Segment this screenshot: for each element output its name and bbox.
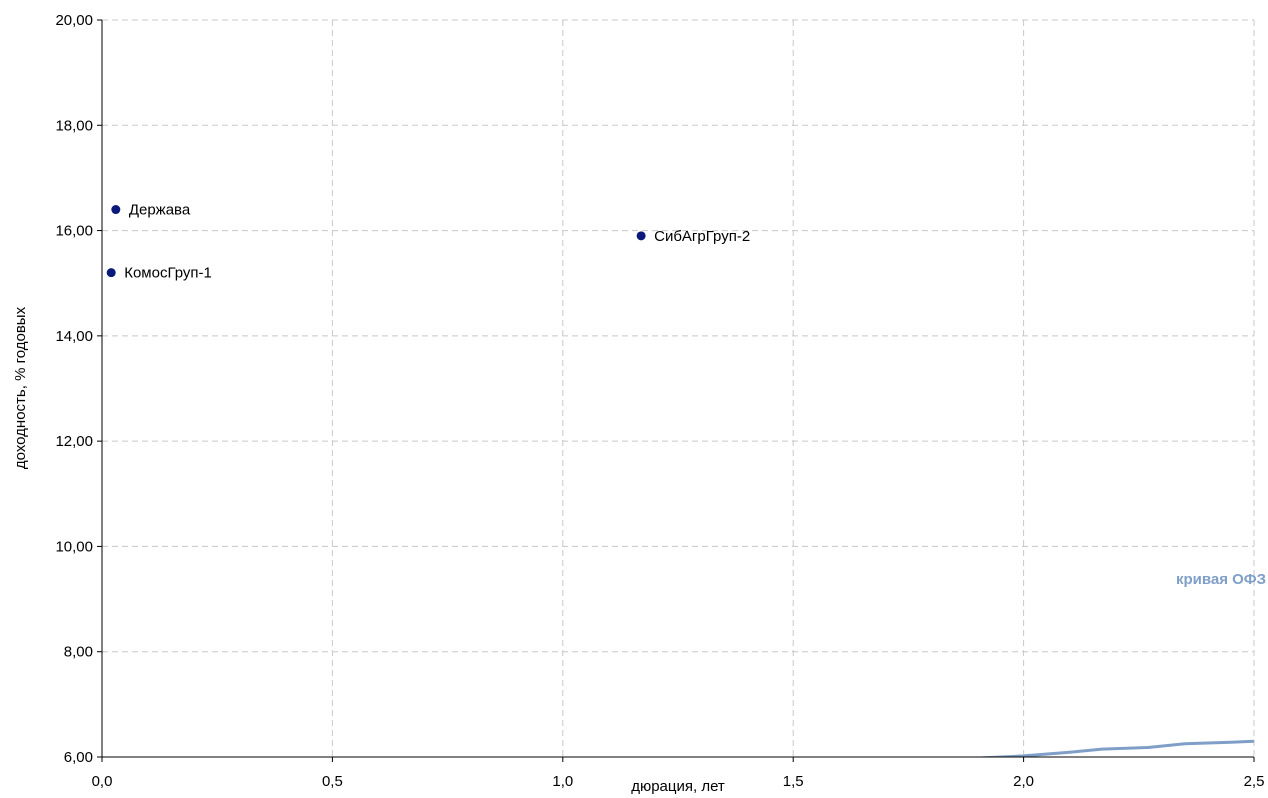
point-label: Держава xyxy=(129,202,191,219)
ofz-curve-layer xyxy=(977,739,1254,757)
scatter-points: Держава КомосГруп-1 СибАгрГруп-2 xyxy=(106,202,750,282)
y-tick-label: 12,00 xyxy=(55,433,93,450)
point-label: КомосГруп-1 xyxy=(124,265,212,282)
axes xyxy=(97,19,1255,762)
y-tick-label: 16,00 xyxy=(55,223,93,240)
y-tick-label: 20,00 xyxy=(55,12,93,29)
x-tick-label: 0,5 xyxy=(322,773,343,790)
grid xyxy=(102,19,1255,757)
ofz-curve-label: кривая ОФЗ xyxy=(1176,571,1266,588)
scatter-point xyxy=(636,231,646,241)
x-tick-label: 2,0 xyxy=(1013,773,1034,790)
tick-labels: 6,00 8,00 10,00 12,00 14,00 16,00 18,00 20,00 0,… xyxy=(55,12,1264,790)
x-tick-label: 1,0 xyxy=(552,773,573,790)
scatter-point xyxy=(111,205,121,215)
y-axis-title: доходность, % годовых xyxy=(12,306,29,469)
x-tick-label: 1,5 xyxy=(783,773,804,790)
point-label: СибАгрГруп-2 xyxy=(654,228,750,245)
y-tick-label: 14,00 xyxy=(55,328,93,345)
ofz-curve-line xyxy=(977,739,1254,757)
y-tick-label: 6,00 xyxy=(64,749,93,766)
x-tick-label: 0,0 xyxy=(92,773,113,790)
y-tick-label: 18,00 xyxy=(55,117,93,134)
y-tick-label: 10,00 xyxy=(55,538,93,555)
y-tick-label: 8,00 xyxy=(64,644,93,661)
scatter-point xyxy=(106,268,116,278)
x-axis-title: дюрация, лет xyxy=(631,778,725,795)
x-tick-label: 2,5 xyxy=(1244,773,1265,790)
